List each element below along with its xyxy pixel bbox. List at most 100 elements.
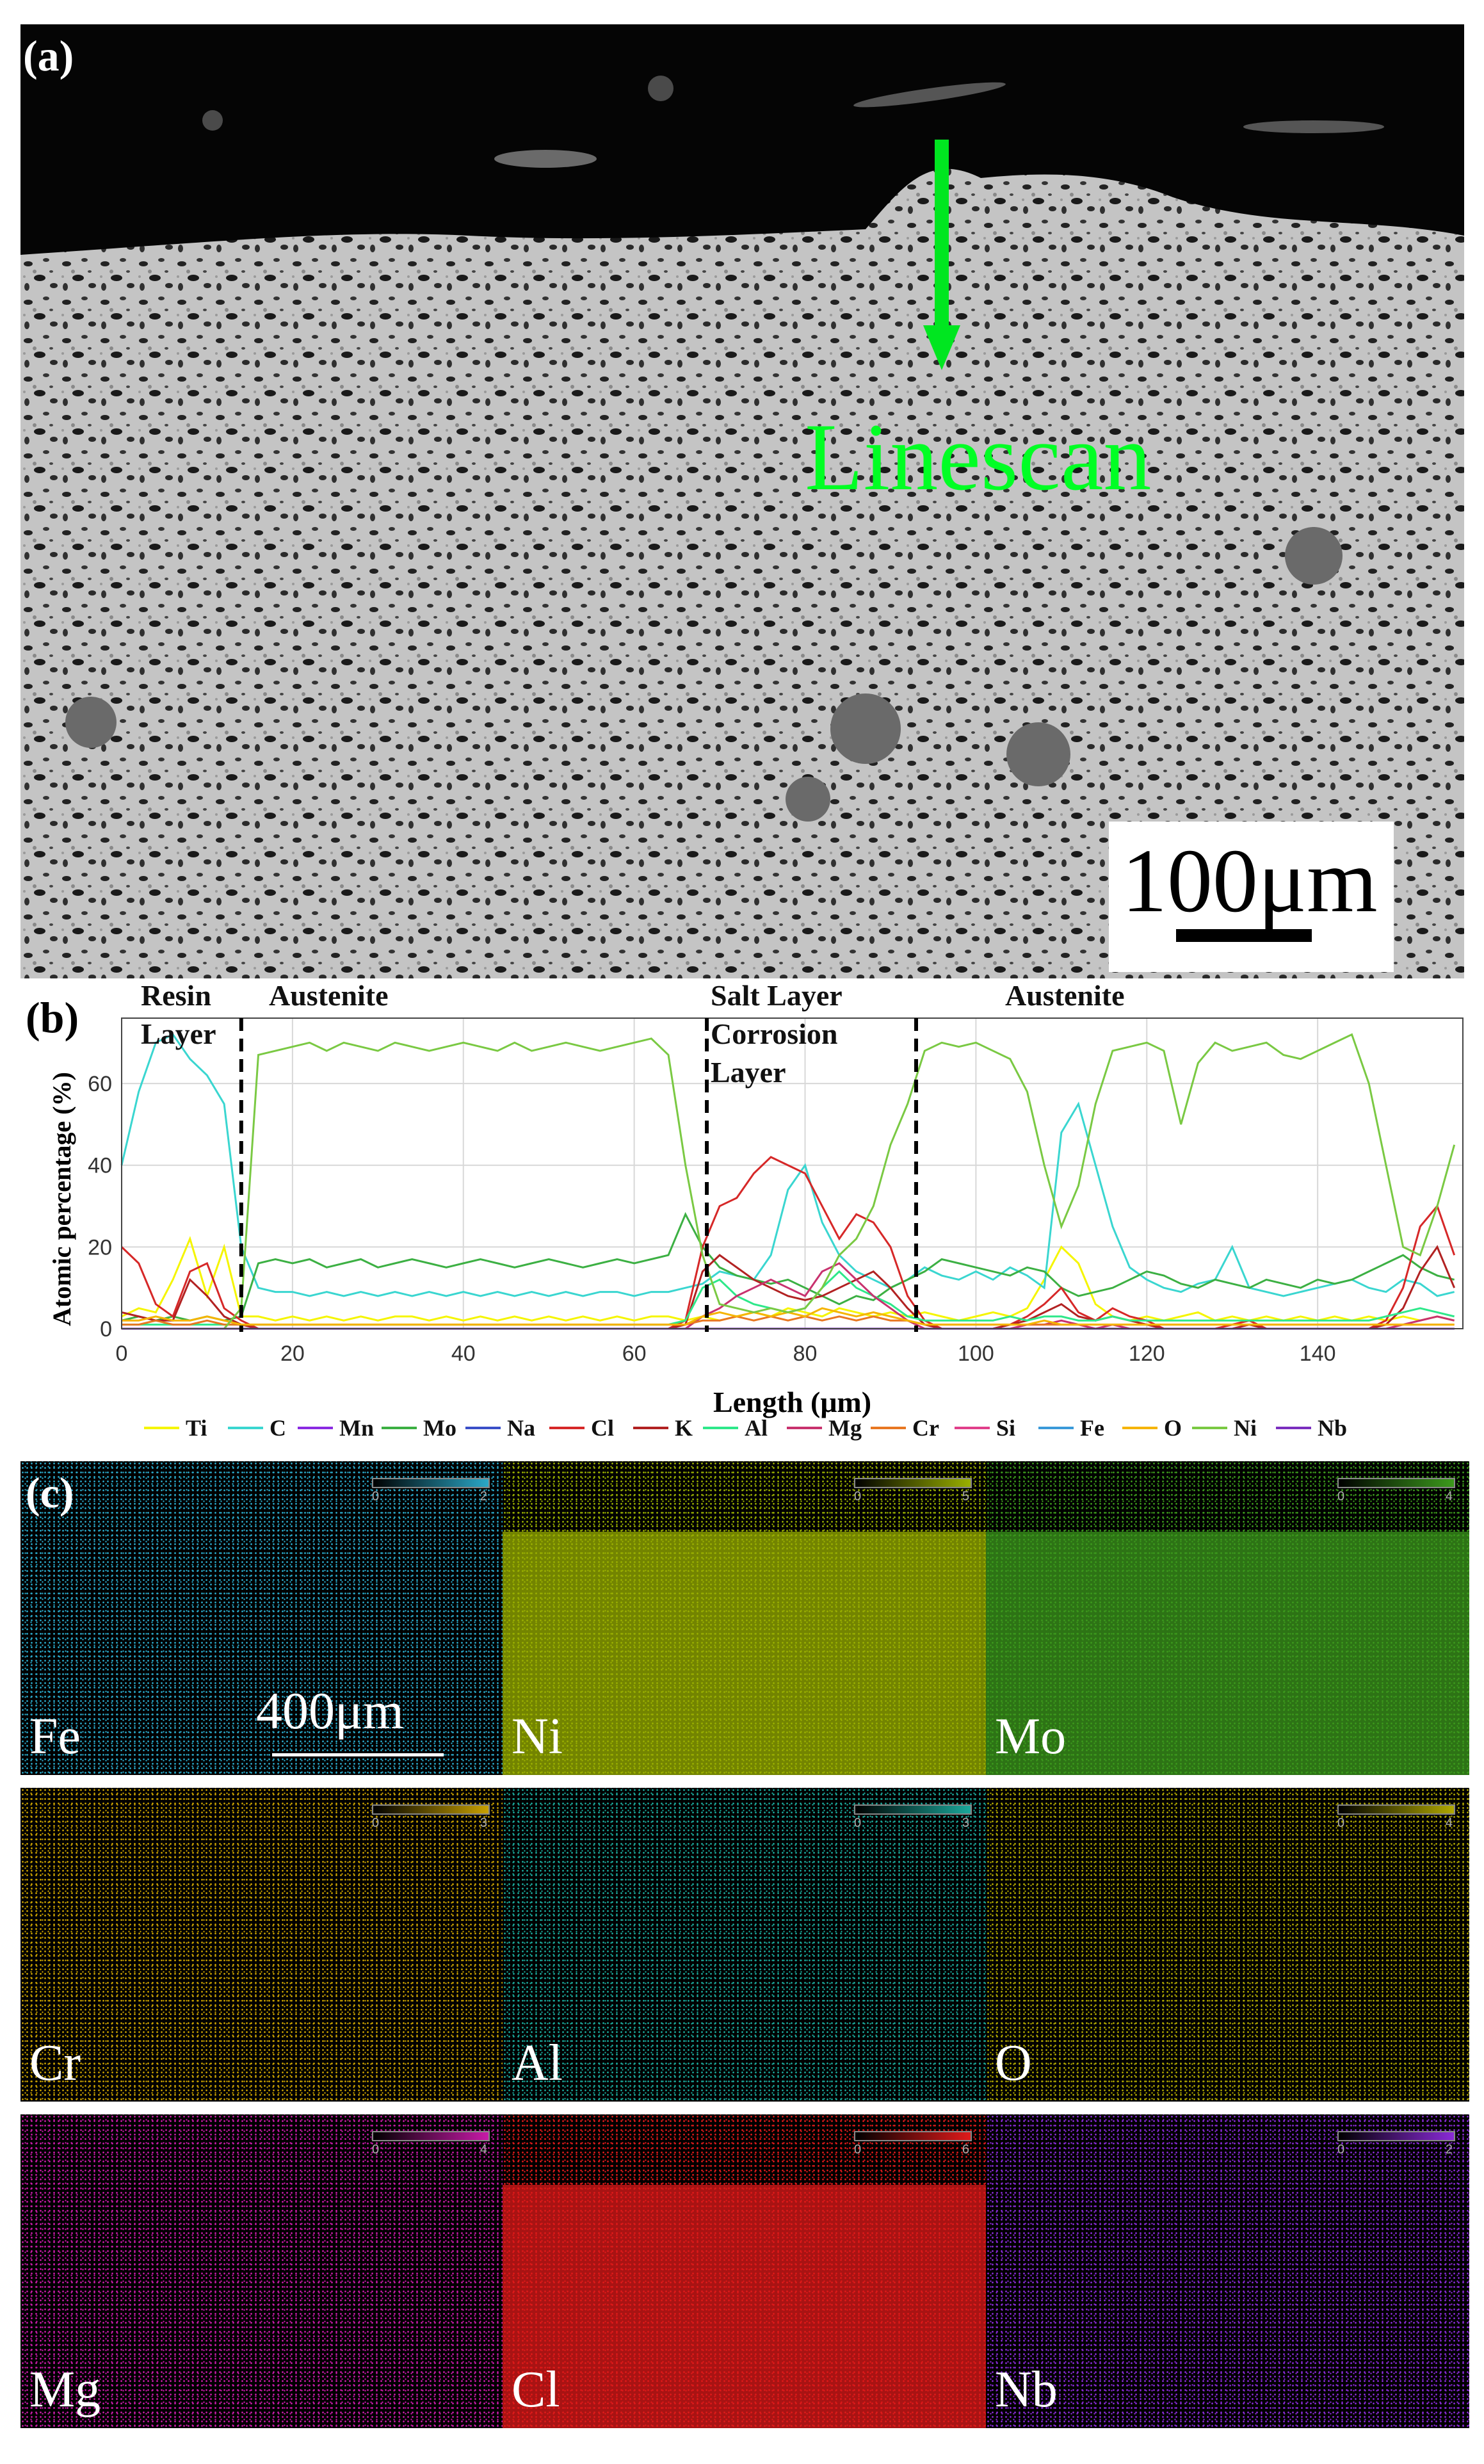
map-scale-min: 0: [854, 2143, 862, 2157]
map-element-label: Nb: [995, 2362, 1058, 2418]
map-element-label: Al: [512, 2035, 563, 2091]
legend-label-k: K: [675, 1415, 693, 1441]
map-scale-gradient: [372, 1804, 490, 1815]
x-tick-label: 20: [280, 1341, 305, 1366]
element-map-cr: 0 3 Cr: [20, 1788, 504, 2102]
scale-label: 100μm: [1122, 830, 1378, 931]
legend-label-ni: Ni: [1234, 1415, 1257, 1441]
panel-b-label: (b): [26, 993, 79, 1042]
map-scale-gradient: [854, 2131, 972, 2141]
map-scale-min: 0: [1337, 1489, 1345, 1504]
map-scale-min: 0: [854, 1489, 862, 1504]
map-scale-min: 0: [372, 2143, 380, 2157]
map-element-label: Cl: [512, 2362, 560, 2418]
panel-a-label: (a): [23, 31, 74, 80]
legend-label-o: O: [1164, 1415, 1182, 1441]
map-scale-gradient: [1337, 1804, 1455, 1815]
legend-label-ti: Ti: [186, 1415, 207, 1441]
map-scale-gradient: [372, 1478, 490, 1488]
x-tick-label: 120: [1129, 1341, 1165, 1366]
y-tick-label: 40: [88, 1154, 112, 1178]
plot-frame: [121, 1017, 1464, 1329]
map-scale-gradient: [854, 1804, 972, 1815]
linescan-chart: 0 20 40 60 80 100 120 140 0 20 40 60 Length (μm) Atom…: [0, 980, 1484, 1454]
element-map-al: 0 3 Al: [503, 1788, 986, 2102]
series-line-ti: [121, 1236, 1455, 1322]
sem-texture: [20, 24, 1464, 978]
linescan-annotation: Linescan: [805, 404, 1152, 510]
legend-label-mg: Mg: [828, 1415, 862, 1441]
x-tick-label: 40: [451, 1341, 476, 1366]
chart-axes: 0 20 40 60 80 100 120 140 0 20 40 60 Length (μm) Atom…: [47, 980, 1464, 1418]
map-scale-max: 5: [962, 1489, 969, 1504]
map-element-label: Mo: [995, 1708, 1067, 1765]
x-axis-label: Length (μm): [713, 1386, 871, 1418]
chart-lines: [120, 1033, 1456, 1330]
panel-c-label: (c): [26, 1468, 74, 1517]
series-line-ni: [122, 1033, 1456, 1330]
legend-label-c: C: [270, 1415, 286, 1441]
region-label: Corrosion: [711, 1017, 838, 1050]
map-element-label: Cr: [29, 2035, 81, 2091]
map-element-label: O: [995, 2035, 1032, 2091]
region-label: Layer: [141, 1017, 216, 1050]
y-tick-label: 20: [88, 1235, 112, 1260]
region-label: Austenite: [269, 980, 389, 1012]
x-tick-label: 140: [1300, 1341, 1336, 1366]
legend-label-na: Na: [507, 1415, 535, 1441]
legend-label-cl: Cl: [591, 1415, 614, 1441]
scale-box: 100μm: [1109, 822, 1394, 972]
region-label: Layer: [711, 1056, 786, 1089]
map-dense-region: [503, 2185, 986, 2428]
map-scale-max: 3: [962, 1816, 969, 1830]
map-scale-max: 4: [480, 2143, 487, 2157]
map-dense-region: [503, 1532, 986, 1775]
map-scale-max: 4: [1445, 1816, 1453, 1830]
legend-label-nb: Nb: [1318, 1415, 1347, 1441]
chart-svg: 0 20 40 60 80 100 120 140 0 20 40 60 Length (μm) Atom…: [47, 980, 1464, 1441]
legend-label-fe: Fe: [1080, 1415, 1104, 1441]
sem-micrograph: (a) Linescan 100μm: [20, 24, 1464, 978]
map-element-label: Fe: [29, 1708, 81, 1765]
map-scale-gradient: [372, 2131, 490, 2141]
map-scale-label: 400μm: [256, 1682, 404, 1740]
series-line-cl: [120, 1156, 1456, 1330]
map-scale-min: 0: [1337, 1816, 1345, 1830]
element-map-mo: 0 4 Mo: [986, 1461, 1469, 1775]
element-map-cl: 0 6 Cl: [503, 2114, 986, 2428]
y-tick-label: 0: [100, 1317, 112, 1341]
map-scale-bar: [272, 1753, 444, 1756]
map-scale-min: 0: [1337, 2143, 1345, 2157]
legend-label-al: Al: [745, 1415, 768, 1441]
map-scale-max: 2: [1445, 2143, 1453, 2157]
y-tick-label: 60: [88, 1072, 112, 1096]
map-scale-min: 0: [854, 1816, 862, 1830]
scale-bar: [1176, 929, 1312, 942]
map-scale-gradient: [1337, 2131, 1455, 2141]
legend-label-mn: Mn: [339, 1415, 374, 1441]
map-scale-gradient: [854, 1478, 972, 1488]
element-map-ni: 0 5 Ni: [503, 1461, 986, 1775]
map-scale-max: 2: [480, 1489, 487, 1504]
map-scale-min: 0: [372, 1816, 380, 1830]
x-tick-label: 60: [622, 1341, 647, 1366]
region-label: Austenite: [1005, 980, 1125, 1012]
element-map-mg: 0 4 Mg: [20, 2114, 504, 2428]
series-line-c: [120, 1033, 1455, 1297]
x-tick-label: 80: [793, 1341, 818, 1366]
region-label: Resin: [141, 980, 211, 1012]
x-tick-label: 100: [958, 1341, 994, 1366]
legend-label-si: Si: [996, 1415, 1015, 1441]
map-scale-gradient: [1337, 1478, 1455, 1488]
x-tick-label: 0: [116, 1341, 128, 1366]
